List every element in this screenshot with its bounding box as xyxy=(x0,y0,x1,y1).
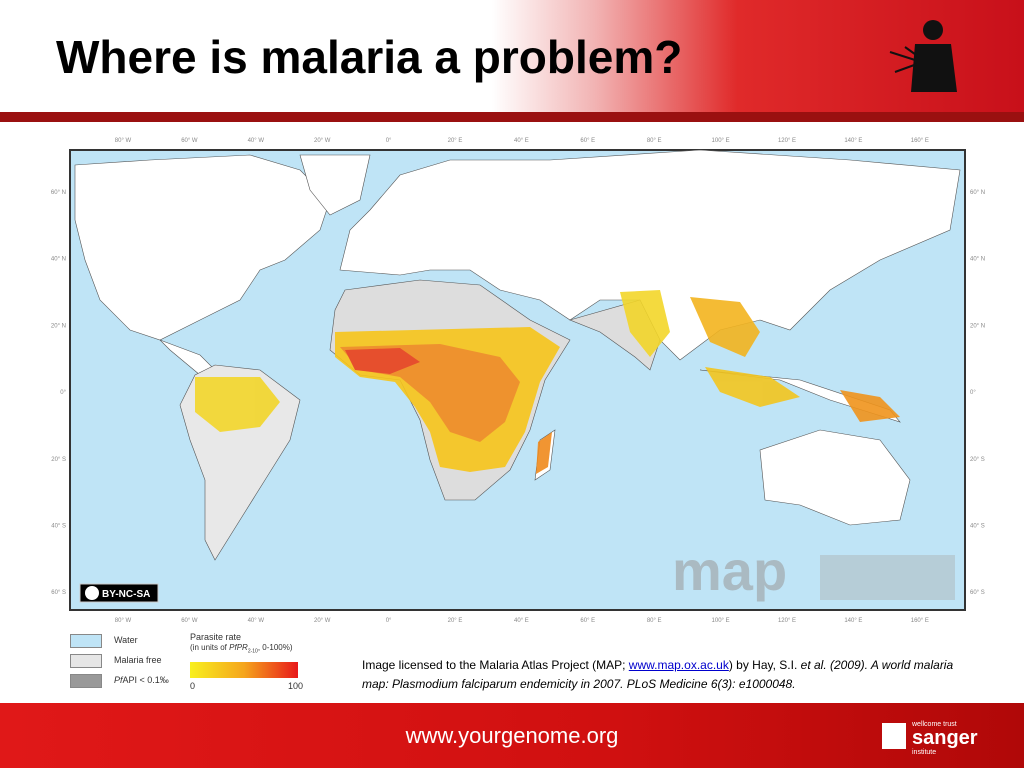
longitude-label: 80° E xyxy=(647,618,662,622)
legend-free: Malaria free xyxy=(114,655,162,665)
units: (in units of PfPR2-10, 0-100%) xyxy=(190,643,293,655)
latitude-label: 20° S xyxy=(970,457,985,463)
latitude-label: 40° N xyxy=(51,257,66,263)
longitude-label: 140° E xyxy=(844,618,862,622)
citation: Image licensed to the Malaria Atlas Proj… xyxy=(362,656,982,694)
longitude-label: 20° W xyxy=(314,618,331,622)
longitude-label: 60° E xyxy=(580,138,595,144)
footer: www.yourgenome.org wellcome trust sanger… xyxy=(0,703,1024,768)
latitude-label: 20° N xyxy=(51,323,66,329)
latitude-label: 20° N xyxy=(970,323,985,329)
water-swatch xyxy=(70,634,102,648)
malaria-map: 80° W 80° W 60° W 60° W 40° W 40° W 20° W 20° W… xyxy=(51,138,985,622)
latitude-label: 20° S xyxy=(51,457,66,463)
longitude-label: 20° E xyxy=(448,138,463,144)
license-badge xyxy=(79,583,159,603)
longitude-label: 120° E xyxy=(778,138,796,144)
pf: Pf xyxy=(114,675,123,685)
latitude-label: 60° S xyxy=(970,590,985,596)
pfapi-swatch xyxy=(70,674,102,688)
legend-pfapi: PfAPI < 0.1‰ xyxy=(114,675,169,685)
latitude-labels: 60° N 60° N 40° N 40° N 20° N 20° N 0° 0° 20° S 2… xyxy=(51,190,985,596)
header: Where is malaria a problem? xyxy=(0,0,1024,112)
units-sub: 2-10 xyxy=(247,648,258,655)
longitude-label: 100° E xyxy=(712,618,730,622)
legend-water: Water xyxy=(114,635,138,645)
longitude-labels: 80° W 80° W 60° W 60° W 40° W 40° W 20° W 20° W… xyxy=(115,138,929,622)
scale-min: 0 xyxy=(190,681,196,691)
logo-mark xyxy=(882,723,906,749)
color-ramp xyxy=(190,662,298,678)
map-watermark: map xyxy=(672,539,787,602)
longitude-label: 80° W xyxy=(115,618,132,622)
pfapi-text: API < 0.1‰ xyxy=(122,675,169,685)
latitude-label: 0° xyxy=(970,390,976,396)
longitude-label: 20° W xyxy=(314,138,331,144)
citation-text: ) by Hay, S.I. xyxy=(728,658,801,672)
title: Where is malaria a problem? xyxy=(56,31,683,83)
longitude-label: 160° E xyxy=(911,618,929,622)
latitude-label: 60° N xyxy=(970,190,985,196)
longitude-label: 80° W xyxy=(115,138,132,144)
latitude-label: 60° N xyxy=(51,190,66,196)
longitude-label: 140° E xyxy=(844,138,862,144)
citation-text: Image licensed to the Malaria Atlas Proj… xyxy=(362,658,629,672)
longitude-label: 20° E xyxy=(448,618,463,622)
cc-icon xyxy=(85,586,99,600)
legend: Water Malaria free PfAPI < 0.1‰ Parasite… xyxy=(70,632,330,694)
watermark-tiles xyxy=(820,555,955,600)
logo-top: wellcome trust xyxy=(912,721,957,728)
longitude-label: 40° E xyxy=(514,618,529,622)
longitude-label: 60° W xyxy=(181,138,198,144)
mosquito-icon xyxy=(889,20,957,92)
longitude-label: 40° W xyxy=(248,618,265,622)
longitude-label: 60° E xyxy=(580,618,595,622)
units-pf: PfPR xyxy=(229,643,248,652)
latitude-label: 40° S xyxy=(51,524,66,530)
longitude-label: 100° E xyxy=(712,138,730,144)
logo-name: sanger xyxy=(912,727,978,749)
logo-bottom: institute xyxy=(912,749,937,756)
parasite-rate: Parasite rate xyxy=(190,632,242,642)
longitude-label: 120° E xyxy=(778,618,796,622)
longitude-label: 0° xyxy=(386,138,392,144)
footer-url: www.yourgenome.org xyxy=(405,723,619,748)
citation-link[interactable]: www.map.ox.ac.uk xyxy=(628,658,729,672)
longitude-label: 80° E xyxy=(647,138,662,144)
longitude-label: 0° xyxy=(386,618,392,622)
longitude-label: 60° W xyxy=(181,618,198,622)
license-text: BY-NC-SA xyxy=(102,589,150,600)
free-swatch xyxy=(70,654,102,668)
latitude-label: 40° S xyxy=(970,524,985,530)
latitude-label: 40° N xyxy=(970,257,985,263)
latitude-label: 0° xyxy=(60,390,66,396)
longitude-label: 160° E xyxy=(911,138,929,144)
units-prefix: (in units of xyxy=(190,643,230,652)
units-suffix: , 0-100%) xyxy=(257,643,293,652)
latitude-label: 60° S xyxy=(51,590,66,596)
longitude-label: 40° E xyxy=(514,138,529,144)
scale-max: 100 xyxy=(288,681,304,691)
longitude-label: 40° W xyxy=(248,138,265,144)
header-stripe xyxy=(0,112,1024,122)
citation-italic: et al. (2009). A world malaria map: Plas… xyxy=(362,658,954,691)
